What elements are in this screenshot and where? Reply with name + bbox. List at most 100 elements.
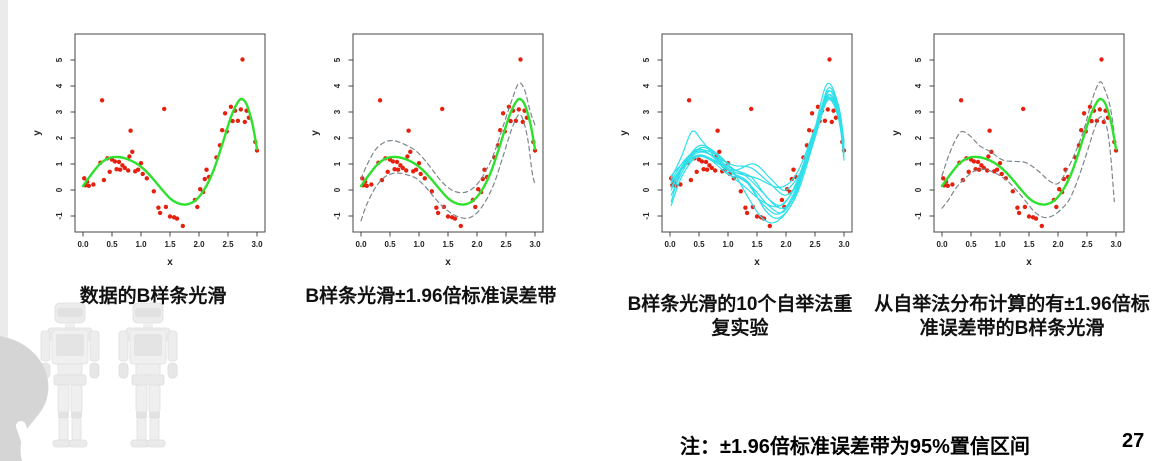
svg-text:3.0: 3.0: [838, 240, 850, 249]
plot-3-caption: B样条光滑的10个自举法重复实验: [627, 294, 853, 340]
svg-text:4: 4: [914, 83, 923, 88]
svg-text:0.0: 0.0: [664, 240, 676, 249]
svg-text:0: 0: [642, 187, 651, 192]
svg-text:1: 1: [55, 161, 64, 166]
svg-text:y: y: [891, 130, 902, 136]
bootstrap-curve: [670, 82, 845, 224]
svg-text:1: 1: [333, 161, 342, 166]
svg-text:0.5: 0.5: [693, 240, 705, 249]
svg-text:x: x: [445, 257, 451, 268]
svg-text:1.5: 1.5: [442, 240, 454, 249]
svg-text:0.0: 0.0: [77, 240, 89, 249]
svg-text:0: 0: [55, 187, 64, 192]
bootstrap-curve: [670, 94, 845, 191]
plot-1-caption: 数据的B样条光滑: [79, 286, 227, 307]
spline-curve: [940, 97, 1118, 206]
svg-text:3.0: 3.0: [251, 240, 263, 249]
axes: 0.0 0.5 1.0 1.5 2.0 2.5 3.0 -1 0 1 2 3 4 5 x y: [619, 33, 853, 268]
svg-text:3.0: 3.0: [1110, 240, 1122, 249]
axes: 0.0 0.5 1.0 1.5 2.0 2.5 3.0 -1 0 1 2 3 4 5 x y: [310, 33, 544, 268]
plot-panel-1: 0.0 0.5 1.0 1.5 2.0 2.5 3.0 -1 0 1 2 3 4 5 x y 数据的B样条光滑: [13, 20, 293, 309]
bspline-fit-plot: 0.0 0.5 1.0 1.5 2.0 2.5 3.0 -1 0 1 2 3 4 5 x y: [32, 33, 266, 268]
svg-text:2.5: 2.5: [222, 240, 234, 249]
svg-text:1.5: 1.5: [751, 240, 763, 249]
bspline-se-band-plot: 0.0 0.5 1.0 1.5 2.0 2.5 3.0 -1 0 1 2 3 4 5 x y: [310, 33, 544, 268]
svg-text:1.5: 1.5: [1023, 240, 1035, 249]
svg-text:x: x: [1026, 257, 1032, 268]
svg-text:2.0: 2.0: [1052, 240, 1064, 249]
svg-text:4: 4: [642, 83, 651, 88]
scatter-points: [82, 57, 260, 229]
svg-text:0.5: 0.5: [965, 240, 977, 249]
bootstrap-curve: [670, 99, 845, 219]
corner-logo-graphic: [0, 336, 49, 461]
svg-text:5: 5: [914, 57, 923, 62]
se-upper-band: [360, 82, 536, 194]
plot-panel-4: 0.0 0.5 1.0 1.5 2.0 2.5 3.0 -1 0 1 2 3 4 5 x y 从自举法分布计算…: [872, 20, 1152, 342]
plot-4-caption: 从自举法分布计算的有±1.96倍标准误差带的B样条光滑: [874, 294, 1150, 340]
svg-text:1: 1: [642, 161, 651, 166]
spline-curve: [359, 97, 537, 206]
svg-text:0: 0: [914, 187, 923, 192]
svg-text:0.5: 0.5: [106, 240, 118, 249]
svg-text:2.0: 2.0: [193, 240, 205, 249]
svg-text:y: y: [310, 130, 321, 136]
svg-text:5: 5: [55, 57, 64, 62]
svg-text:1.5: 1.5: [164, 240, 176, 249]
svg-text:2.0: 2.0: [471, 240, 483, 249]
bootstrap-curve: [670, 90, 845, 189]
svg-text:y: y: [32, 130, 43, 136]
svg-text:4: 4: [333, 83, 342, 88]
svg-text:-1: -1: [642, 212, 651, 220]
scatter-points: [669, 57, 847, 229]
bootstrap-curve: [670, 97, 845, 215]
svg-text:3: 3: [914, 109, 923, 114]
svg-text:3: 3: [642, 109, 651, 114]
bootstrap-se-band-plot: 0.0 0.5 1.0 1.5 2.0 2.5 3.0 -1 0 1 2 3 4 5 x y: [891, 33, 1125, 268]
slide-left-edge: [0, 0, 8, 461]
svg-text:5: 5: [333, 57, 342, 62]
svg-text:3.0: 3.0: [529, 240, 541, 249]
svg-text:x: x: [754, 257, 760, 268]
axes: 0.0 0.5 1.0 1.5 2.0 2.5 3.0 -1 0 1 2 3 4 5 x y: [32, 33, 266, 268]
svg-text:2.0: 2.0: [780, 240, 792, 249]
svg-text:2: 2: [914, 135, 923, 140]
page-number: 27: [1122, 430, 1145, 452]
corner-swoosh-shape: [0, 336, 49, 461]
svg-text:2.5: 2.5: [1081, 240, 1093, 249]
svg-text:0.0: 0.0: [936, 240, 948, 249]
axes: 0.0 0.5 1.0 1.5 2.0 2.5 3.0 -1 0 1 2 3 4 5 x y: [891, 33, 1125, 268]
spline-curve: [81, 97, 259, 206]
boot-lower-band: [941, 116, 1115, 219]
svg-text:x: x: [167, 257, 173, 268]
plot-panel-3: 0.0 0.5 1.0 1.5 2.0 2.5 3.0 -1 0 1 2 3 4 5 x y B样条光滑的10…: [600, 20, 880, 342]
scatter-points: [360, 57, 538, 229]
svg-text:2: 2: [55, 135, 64, 140]
svg-text:-1: -1: [55, 212, 64, 220]
svg-text:1: 1: [914, 161, 923, 166]
svg-text:0.5: 0.5: [384, 240, 396, 249]
se-lower-band: [360, 113, 536, 222]
svg-text:5: 5: [642, 57, 651, 62]
svg-text:1.0: 1.0: [413, 240, 425, 249]
footnote: 注：±1.96倍标准误差带为95%置信区间: [680, 436, 1030, 458]
svg-text:-1: -1: [333, 212, 342, 220]
bootstrap-replications-plot: 0.0 0.5 1.0 1.5 2.0 2.5 3.0 -1 0 1 2 3 4 5 x y: [619, 33, 853, 268]
svg-text:-1: -1: [914, 212, 923, 220]
plot-2-caption: B样条光滑±1.96倍标准误差带: [305, 286, 557, 307]
boot-upper-band: [941, 81, 1115, 185]
svg-text:3: 3: [55, 109, 64, 114]
bootstrap-curve: [670, 96, 845, 196]
svg-text:1.0: 1.0: [135, 240, 147, 249]
corner-white-slash: [16, 421, 37, 461]
svg-text:1.0: 1.0: [722, 240, 734, 249]
svg-text:1.0: 1.0: [994, 240, 1006, 249]
svg-text:4: 4: [55, 83, 64, 88]
svg-text:0.0: 0.0: [355, 240, 367, 249]
bootstrap-curve: [670, 89, 845, 207]
bootstrap-curves: [670, 82, 845, 224]
svg-text:0: 0: [333, 187, 342, 192]
svg-text:2: 2: [642, 135, 651, 140]
plot-panel-2: 0.0 0.5 1.0 1.5 2.0 2.5 3.0 -1 0 1 2 3 4 5 x y B样条光滑±1.…: [291, 20, 571, 309]
svg-text:2.5: 2.5: [809, 240, 821, 249]
